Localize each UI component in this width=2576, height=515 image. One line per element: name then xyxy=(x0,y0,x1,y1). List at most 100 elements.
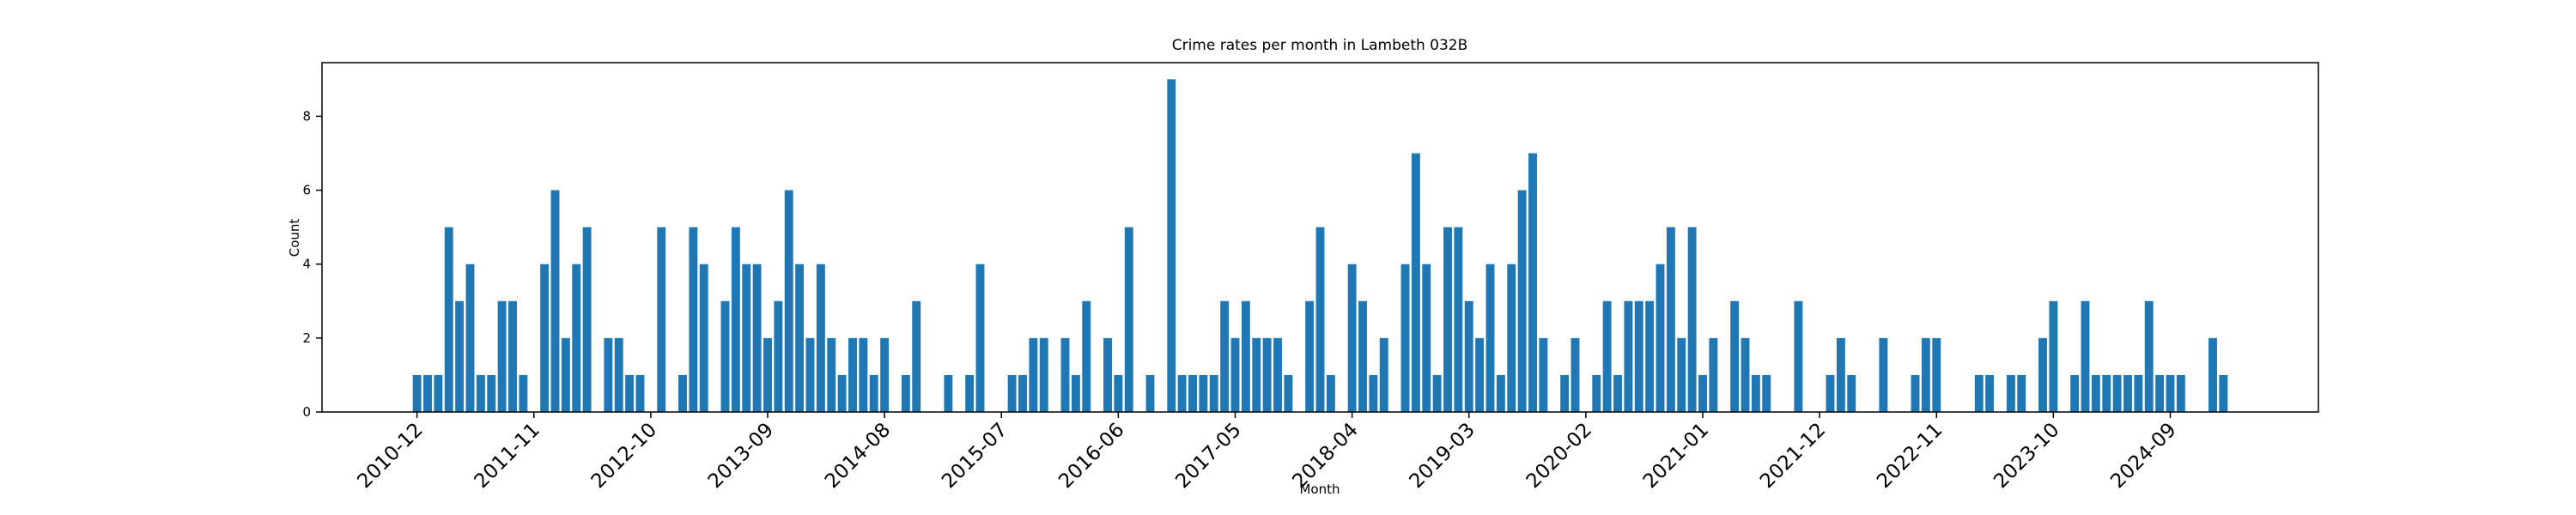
bar xyxy=(1432,374,1442,412)
x-tick-label: 2014-08 xyxy=(821,419,895,493)
x-tick-label: 2023-10 xyxy=(1990,419,2063,493)
bar xyxy=(582,227,592,412)
x-tick-label: 2016-06 xyxy=(1054,419,1128,493)
bar xyxy=(2081,300,2090,412)
bar xyxy=(1698,374,1707,412)
bar xyxy=(1751,374,1760,412)
bar xyxy=(1326,374,1335,412)
bar xyxy=(1517,190,1527,413)
bar xyxy=(1188,374,1197,412)
bar xyxy=(1475,337,1485,412)
bar xyxy=(1932,337,1941,412)
bar xyxy=(2123,374,2132,412)
bar xyxy=(657,227,666,412)
bar xyxy=(1443,227,1452,412)
bar xyxy=(2134,374,2143,412)
y-tick-label: 8 xyxy=(302,108,311,124)
bar xyxy=(550,190,560,413)
bar xyxy=(614,337,623,412)
bar xyxy=(869,374,878,412)
bar xyxy=(2219,374,2228,412)
bar xyxy=(837,374,847,412)
x-tick-label: 2019-03 xyxy=(1406,419,1479,493)
bar xyxy=(2091,374,2100,412)
x-tick-label: 2010-12 xyxy=(354,419,428,493)
bar xyxy=(1485,264,1495,412)
bar xyxy=(1507,264,1516,412)
bar xyxy=(1400,264,1410,412)
bar xyxy=(1666,227,1675,412)
bar xyxy=(487,374,496,412)
bar xyxy=(742,264,751,412)
bar xyxy=(699,264,708,412)
bar xyxy=(434,374,443,412)
bar xyxy=(2176,374,2185,412)
bar xyxy=(1145,374,1155,412)
bar xyxy=(423,374,432,412)
bar xyxy=(1730,300,1740,412)
bar xyxy=(2144,300,2154,412)
bar xyxy=(1252,337,1261,412)
bar xyxy=(1273,337,1282,412)
bar xyxy=(1613,374,1622,412)
bar xyxy=(1018,374,1027,412)
bar xyxy=(465,264,475,412)
x-tick-label: 2022-11 xyxy=(1873,419,1947,493)
bar xyxy=(1347,264,1357,412)
bar xyxy=(540,264,550,412)
bar xyxy=(1602,300,1612,412)
x-tick-label: 2013-09 xyxy=(704,419,778,493)
bar xyxy=(604,337,613,412)
bar xyxy=(508,300,517,412)
bar xyxy=(1762,374,1771,412)
bar xyxy=(859,337,868,412)
bar xyxy=(1656,264,1665,412)
y-axis-label: Count xyxy=(287,219,302,258)
bar xyxy=(848,337,857,412)
bar xyxy=(1677,337,1686,412)
bar xyxy=(1114,374,1123,412)
x-tick-label: 2024-09 xyxy=(2106,419,2180,493)
bar xyxy=(1358,300,1367,412)
bar xyxy=(1645,300,1655,412)
x-tick-label: 2015-07 xyxy=(938,419,1012,493)
bar xyxy=(1220,300,1230,412)
bar xyxy=(1007,374,1017,412)
bar xyxy=(444,227,453,412)
bar xyxy=(1241,300,1250,412)
bar xyxy=(2208,337,2217,412)
bar xyxy=(2112,374,2122,412)
bar xyxy=(1741,337,1750,412)
bar xyxy=(678,374,687,412)
bar xyxy=(1071,374,1080,412)
bar xyxy=(912,300,921,412)
bar xyxy=(805,337,815,412)
x-tick-label: 2017-05 xyxy=(1171,419,1245,493)
x-tick-label: 2011-11 xyxy=(471,419,544,493)
bar xyxy=(1879,337,1888,412)
bar xyxy=(2049,300,2058,412)
y-tick-label: 6 xyxy=(302,183,311,198)
bar xyxy=(1464,300,1473,412)
bar xyxy=(1379,337,1388,412)
bar xyxy=(816,264,825,412)
bar xyxy=(1262,337,1272,412)
bar xyxy=(827,337,836,412)
bar xyxy=(763,337,772,412)
bar xyxy=(1709,337,1718,412)
bar xyxy=(1315,227,1325,412)
bar xyxy=(1921,337,1930,412)
bar xyxy=(2166,374,2175,412)
bar xyxy=(1209,374,1218,412)
bar xyxy=(731,227,740,412)
bar xyxy=(1082,300,1091,412)
bar xyxy=(795,264,805,412)
y-tick-label: 0 xyxy=(302,404,311,420)
bar xyxy=(784,190,793,413)
bar xyxy=(1634,300,1643,412)
bar xyxy=(1060,337,1070,412)
bar xyxy=(2017,374,2026,412)
bar xyxy=(774,300,783,412)
